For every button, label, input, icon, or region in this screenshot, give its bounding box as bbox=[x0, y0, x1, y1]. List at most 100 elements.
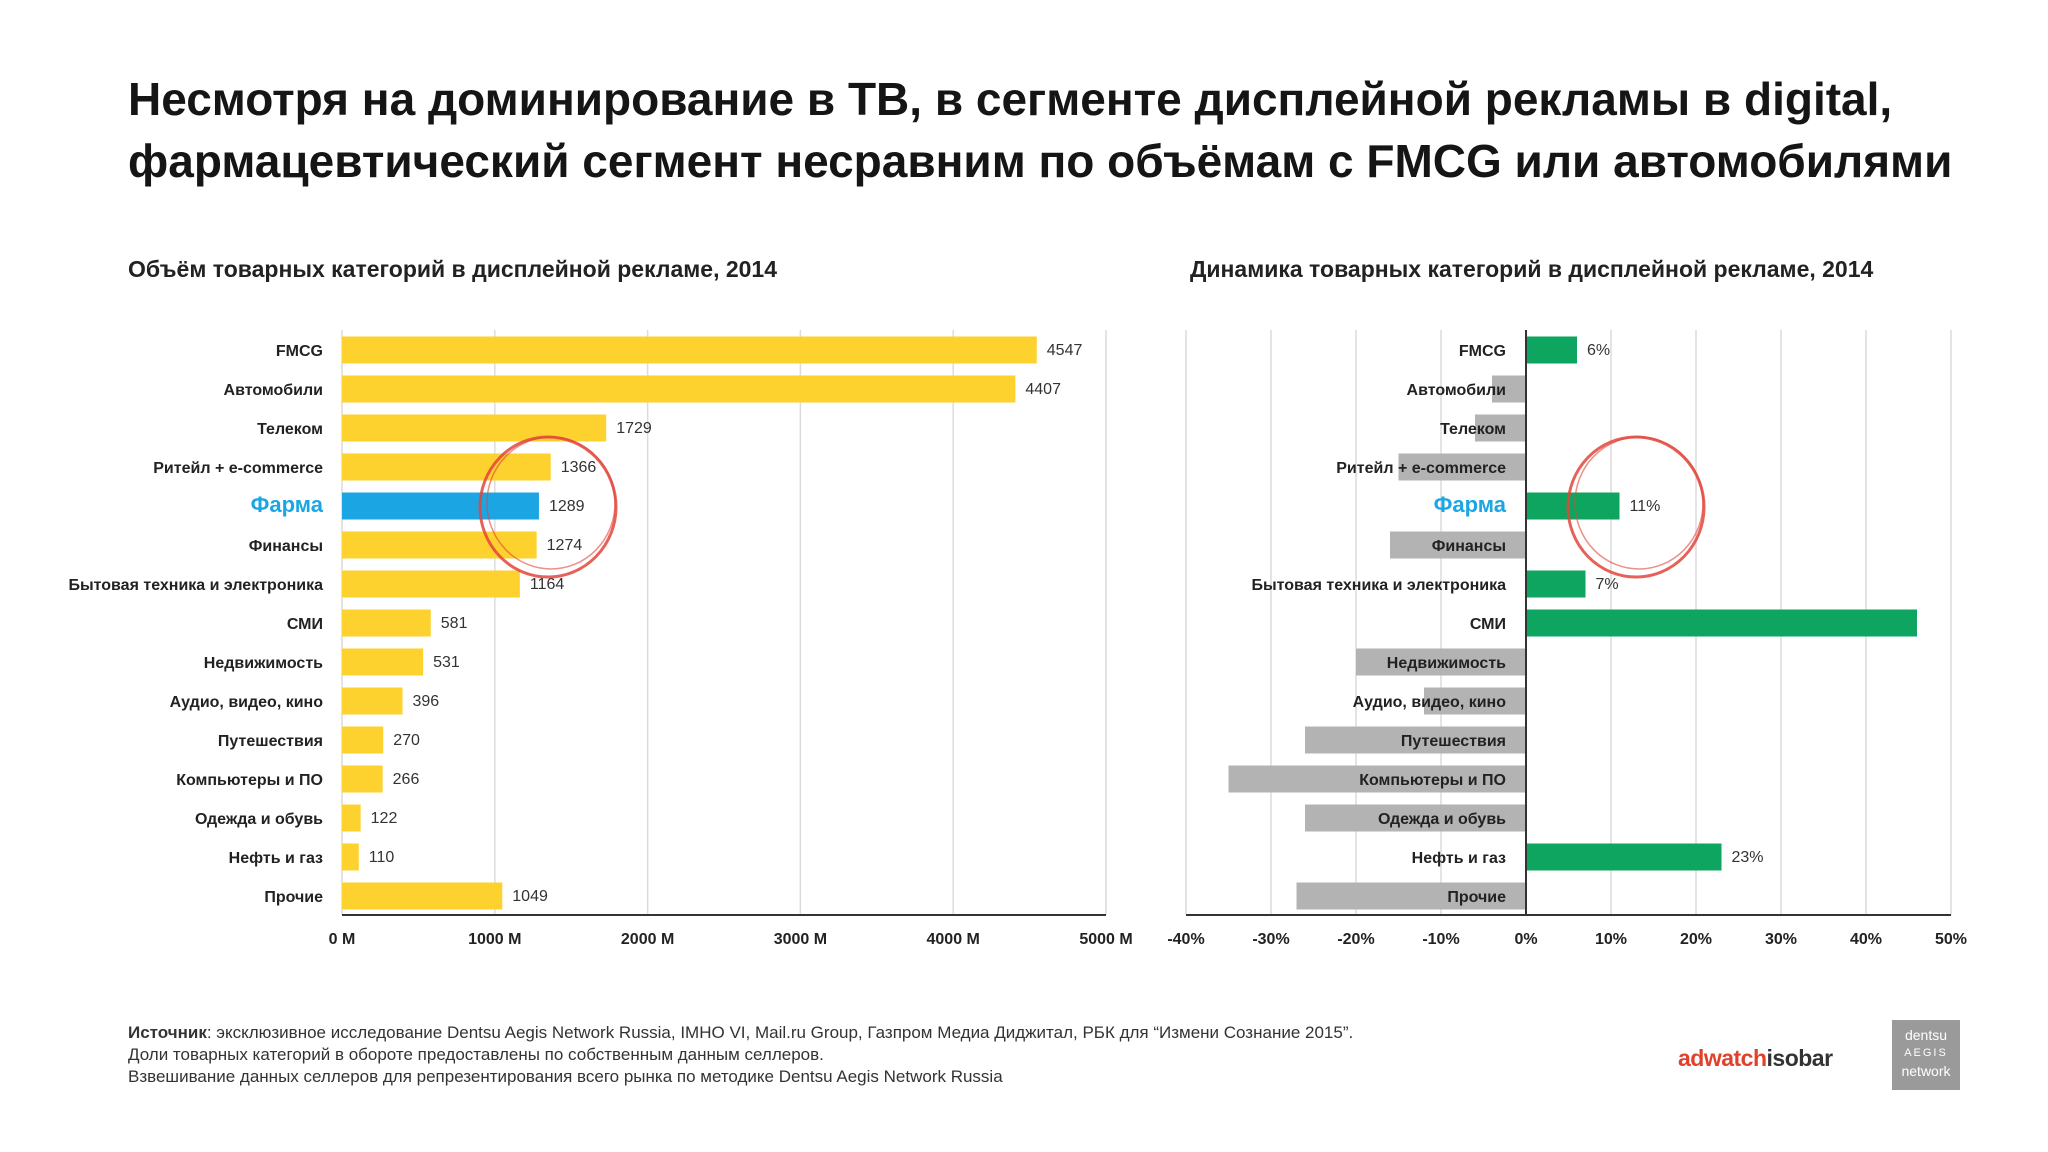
dynamics-category-label: Бытовая техника и электроника bbox=[1251, 577, 1506, 594]
dynamics-bar bbox=[1526, 492, 1620, 520]
dynamics-bar bbox=[1526, 609, 1917, 637]
volume-value-label: 581 bbox=[441, 615, 468, 632]
volume-category-label: Финансы bbox=[249, 538, 323, 555]
volume-bar bbox=[342, 726, 384, 754]
dynamics-bar bbox=[1228, 765, 1526, 793]
volume-category-label: СМИ bbox=[287, 616, 323, 633]
source-note: Источник: эксклюзивное исследование Dent… bbox=[128, 1022, 1353, 1088]
dynamics-category-label: Телеком bbox=[1440, 421, 1506, 438]
dynamics-x-tick-label: 30% bbox=[1765, 931, 1797, 948]
dynamics-category-label: СМИ bbox=[1470, 616, 1506, 633]
dynamics-bar bbox=[1398, 453, 1526, 481]
source-line-3: Взвешивание данных селлеров для репрезен… bbox=[128, 1067, 1003, 1086]
volume-bar bbox=[342, 648, 424, 676]
dynamics-x-tick-label: -30% bbox=[1252, 931, 1289, 948]
volume-category-label: Прочие bbox=[264, 889, 323, 906]
volume-bar bbox=[342, 570, 520, 598]
dynamics-value-label: 11% bbox=[1630, 498, 1661, 515]
volume-category-label: Путешествия bbox=[218, 733, 323, 750]
volume-highlight-circle-inner bbox=[486, 436, 616, 570]
volume-value-label: 110 bbox=[369, 849, 395, 866]
dynamics-category-label: Путешествия bbox=[1401, 733, 1506, 750]
volume-bar bbox=[342, 492, 539, 520]
volume-bar bbox=[342, 804, 361, 832]
dynamics-bar bbox=[1305, 804, 1526, 832]
dynamics-bar bbox=[1390, 531, 1526, 559]
dynamics-x-tick-label: -10% bbox=[1422, 931, 1459, 948]
dynamics-category-label: Нефть и газ bbox=[1412, 850, 1506, 867]
volume-category-label: Автомобили bbox=[224, 382, 323, 399]
volume-value-label: 1164 bbox=[530, 576, 565, 593]
source-line-2: Доли товарных категорий в обороте предос… bbox=[128, 1045, 824, 1064]
volume-bar bbox=[342, 882, 503, 910]
dynamics-bar bbox=[1356, 648, 1526, 676]
volume-category-label: Недвижимость bbox=[204, 655, 323, 672]
volume-x-tick-label: 3000 M bbox=[774, 931, 827, 948]
dentsu-aegis-badge: dentsu AEGIS network bbox=[1892, 1020, 1960, 1090]
volume-category-label: Телеком bbox=[257, 421, 323, 438]
volume-value-label: 531 bbox=[433, 654, 460, 671]
source-line-1: : эксклюзивное исследование Dentsu Aegis… bbox=[206, 1023, 1354, 1042]
dynamics-value-label: 23% bbox=[1732, 849, 1764, 866]
dynamics-bar bbox=[1526, 570, 1586, 598]
volume-x-tick-label: 2000 M bbox=[621, 931, 674, 948]
volume-category-label: Одежда и обувь bbox=[195, 811, 323, 828]
volume-bar bbox=[342, 765, 383, 793]
volume-value-label: 396 bbox=[413, 693, 440, 710]
dynamics-chart-title: Динамика товарных категорий в дисплейной… bbox=[1190, 256, 1874, 282]
volume-bar bbox=[342, 531, 537, 559]
volume-category-label: Компьютеры и ПО bbox=[176, 772, 323, 789]
volume-value-label: 4407 bbox=[1025, 381, 1061, 398]
volume-value-label: 4547 bbox=[1047, 342, 1083, 359]
volume-chart-title: Объём товарных категорий в дисплейной ре… bbox=[128, 256, 778, 282]
volume-bar bbox=[342, 414, 607, 442]
dynamics-category-label: Финансы bbox=[1432, 538, 1506, 555]
volume-x-tick-label: 5000 M bbox=[1079, 931, 1132, 948]
volume-category-label: Ритейл + e-commerce bbox=[153, 460, 323, 477]
volume-category-label: FMCG bbox=[276, 343, 323, 360]
logo-part-2: isobar bbox=[1766, 1045, 1834, 1071]
volume-value-label: 122 bbox=[371, 810, 398, 827]
volume-value-label: 1729 bbox=[616, 420, 652, 437]
dynamics-bar bbox=[1492, 375, 1526, 403]
badge-line-1: dentsu bbox=[1904, 1027, 1948, 1043]
volume-value-label: 1289 bbox=[549, 498, 585, 515]
volume-bar bbox=[342, 375, 1016, 403]
dynamics-category-label: Ритейл + e-commerce bbox=[1336, 460, 1506, 477]
dynamics-category-label: Недвижимость bbox=[1387, 655, 1506, 672]
dynamics-category-label: Прочие bbox=[1447, 889, 1506, 906]
dynamics-x-tick-label: -40% bbox=[1167, 931, 1204, 948]
dynamics-x-tick-label: 20% bbox=[1680, 931, 1712, 948]
volume-x-tick-label: 0 M bbox=[329, 931, 356, 948]
volume-bar bbox=[342, 609, 431, 637]
dynamics-bar bbox=[1305, 726, 1526, 754]
dynamics-bar bbox=[1526, 336, 1577, 364]
volume-bar bbox=[342, 453, 551, 481]
volume-value-label: 266 bbox=[393, 771, 420, 788]
volume-value-label: 270 bbox=[393, 732, 420, 749]
dynamics-bar bbox=[1475, 414, 1526, 442]
badge-line-3: network bbox=[1901, 1063, 1951, 1079]
dynamics-x-tick-label: 40% bbox=[1850, 931, 1882, 948]
dynamics-bar bbox=[1296, 882, 1526, 910]
volume-category-label: Аудио, видео, кино bbox=[170, 694, 324, 711]
dynamics-x-tick-label: 50% bbox=[1935, 931, 1967, 948]
volume-value-label: 1366 bbox=[561, 459, 597, 476]
volume-category-label: Нефть и газ bbox=[229, 850, 323, 867]
dynamics-x-tick-label: -20% bbox=[1337, 931, 1374, 948]
dynamics-category-label: Компьютеры и ПО bbox=[1359, 772, 1506, 789]
volume-category-label: Фарма bbox=[251, 492, 324, 517]
dynamics-category-label: Фарма bbox=[1434, 492, 1507, 517]
headline: Несмотря на доминирование в ТВ, в сегмен… bbox=[128, 73, 1953, 187]
badge-line-2: AEGIS bbox=[1904, 1047, 1948, 1059]
source-label: Источник bbox=[128, 1023, 207, 1042]
dynamics-value-label: 6% bbox=[1587, 342, 1610, 359]
volume-value-label: 1049 bbox=[512, 888, 548, 905]
dynamics-category-label: Одежда и обувь bbox=[1378, 811, 1506, 828]
dynamics-bar bbox=[1526, 843, 1722, 871]
dynamics-x-tick-label: 10% bbox=[1595, 931, 1627, 948]
dynamics-category-label: FMCG bbox=[1459, 343, 1506, 360]
volume-bar bbox=[342, 843, 359, 871]
volume-bar bbox=[342, 687, 403, 715]
